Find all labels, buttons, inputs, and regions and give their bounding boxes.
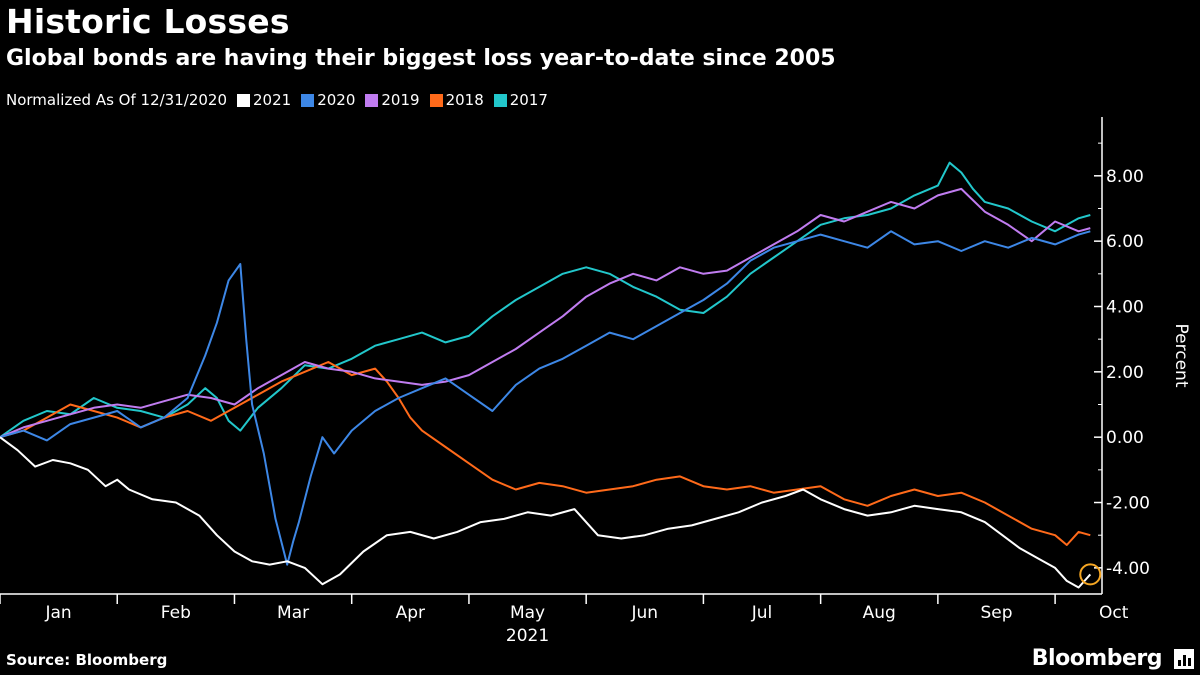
chart-title: Historic Losses	[6, 2, 290, 41]
bloomberg-logo: Bloomberg	[1031, 646, 1163, 671]
legend-item-2019: 2019	[365, 91, 420, 109]
legend-swatch-2021	[237, 93, 250, 107]
y-tick-label: -2.00	[1106, 494, 1150, 514]
chart-subtitle: Global bonds are having their biggest lo…	[6, 46, 836, 71]
y-tick-label: 2.00	[1106, 363, 1144, 383]
legend-note: Normalized As Of 12/31/2020	[6, 91, 227, 109]
latest-value-marker	[1079, 563, 1102, 586]
source-note: Source: Bloomberg	[6, 651, 168, 669]
legend-item-2021: 2021	[237, 91, 291, 109]
y-axis-title: Percent	[1171, 324, 1191, 388]
series-line-2020	[0, 230, 1091, 566]
legend-swatch-2017	[493, 93, 507, 107]
bloomberg-chart-icon	[1174, 649, 1194, 669]
legend-item-2020: 2020	[301, 91, 355, 109]
x-tick-label: Jun	[631, 603, 659, 623]
legend-swatch-2020	[301, 93, 315, 107]
legend-label-2019: 2019	[381, 91, 420, 109]
y-tick-label: 8.00	[1106, 167, 1144, 187]
chart-axes	[0, 117, 1103, 604]
y-tick-label: 0.00	[1106, 428, 1144, 448]
y-tick-label: -4.00	[1106, 559, 1150, 579]
legend-swatch-2018	[429, 93, 443, 107]
chart-lines	[0, 161, 1102, 589]
legend-label-2021: 2021	[253, 91, 292, 109]
y-tick-label: 4.00	[1106, 297, 1144, 317]
legend-label-2018: 2018	[445, 91, 484, 109]
x-tick-label: Feb	[161, 603, 191, 623]
legend: Normalized As Of 12/31/2020 2021 2020 20…	[6, 91, 558, 109]
legend-label-2020: 2020	[317, 91, 356, 109]
series-line-2017	[0, 161, 1091, 439]
x-tick-label: May	[510, 603, 545, 623]
x-tick-label: Apr	[396, 603, 425, 623]
legend-item-2018: 2018	[429, 91, 484, 109]
legend-swatch-2019	[365, 93, 379, 107]
series-line-2018	[0, 361, 1091, 546]
x-tick-label: Aug	[863, 603, 896, 623]
x-axis-title: 2021	[506, 626, 549, 646]
y-tick-label: 6.00	[1106, 232, 1144, 252]
series-line-2021	[0, 436, 1092, 589]
x-tick-label: Oct	[1099, 603, 1129, 623]
x-tick-label: Jan	[45, 603, 72, 623]
x-tick-label: Sep	[980, 603, 1012, 623]
x-tick-label: Mar	[277, 603, 309, 623]
series-line-2019	[0, 187, 1091, 439]
legend-item-2017: 2017	[493, 91, 548, 109]
x-tick-label: Jul	[751, 603, 773, 623]
legend-label-2017: 2017	[509, 91, 548, 109]
chart-tick-labels: 8.00 6.00 4.00 2.00 0.00 -2.00 -4.00 Jan Feb Mar A…	[45, 167, 1191, 646]
